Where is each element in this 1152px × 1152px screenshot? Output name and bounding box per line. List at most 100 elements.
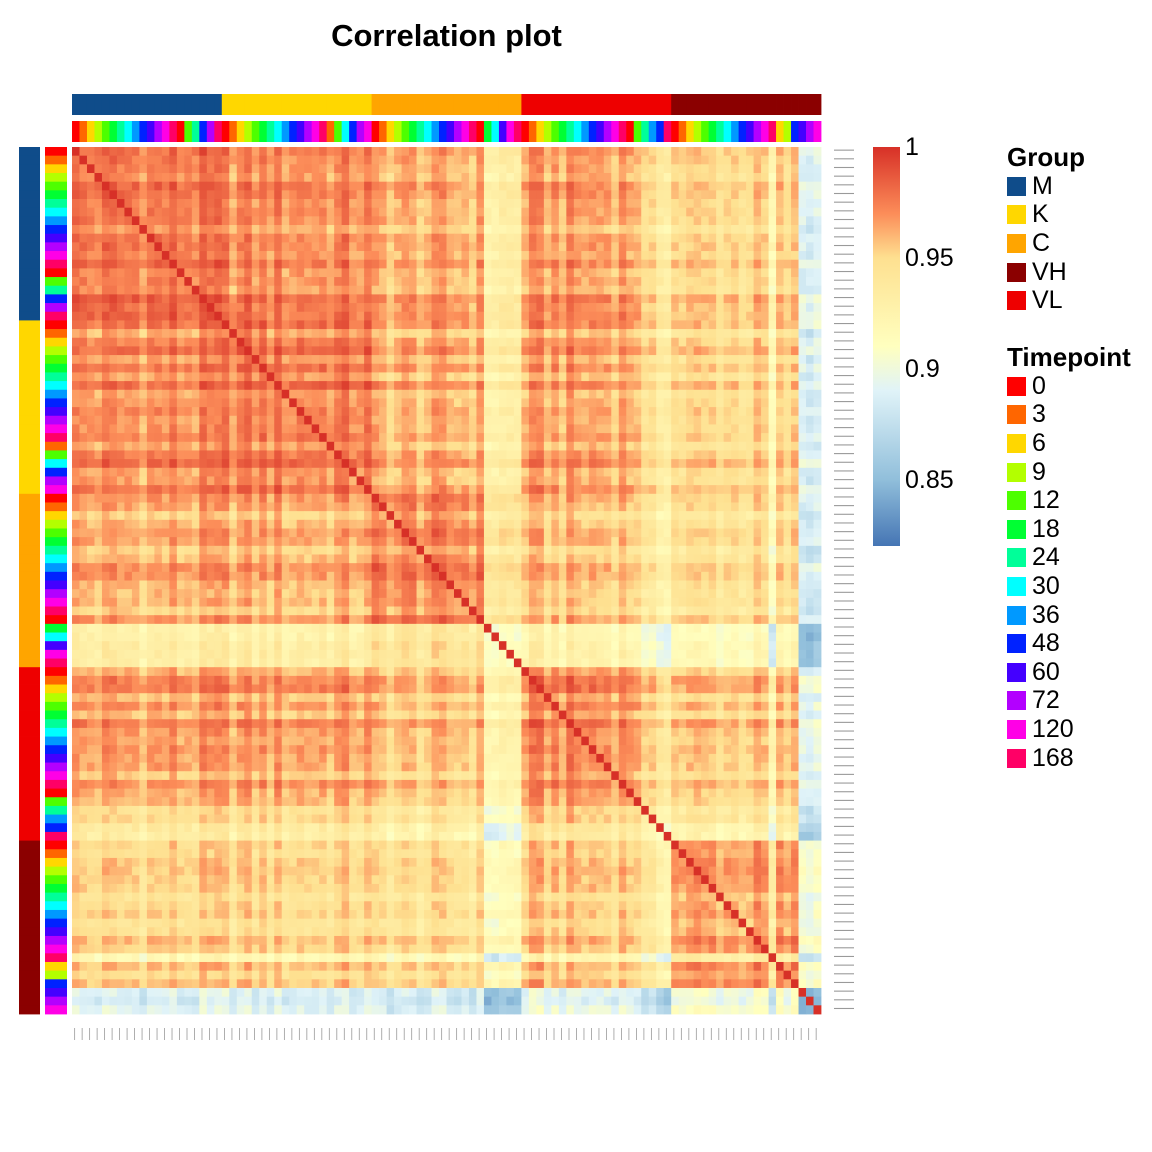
heatmap-cell bbox=[536, 528, 545, 538]
heatmap-cell bbox=[169, 450, 178, 460]
heatmap-cell bbox=[723, 476, 732, 486]
heatmap-cell bbox=[641, 476, 650, 486]
heatmap-cell bbox=[169, 502, 178, 512]
top-group-cell bbox=[528, 94, 537, 115]
heatmap-cell bbox=[581, 363, 590, 373]
heatmap-cell bbox=[551, 519, 560, 529]
heatmap-cell bbox=[79, 164, 88, 174]
top-group-cell bbox=[783, 94, 792, 115]
heatmap-cell bbox=[206, 519, 215, 529]
heatmap-cell bbox=[304, 233, 313, 243]
heatmap-cell bbox=[311, 233, 320, 243]
heatmap-cell bbox=[701, 285, 710, 295]
heatmap-cell bbox=[596, 190, 605, 200]
heatmap-cell bbox=[184, 190, 193, 200]
heatmap-cell bbox=[161, 519, 170, 529]
heatmap-cell bbox=[319, 433, 328, 443]
heatmap-cell bbox=[281, 398, 290, 408]
left-group-cell bbox=[19, 719, 40, 729]
heatmap-cell bbox=[379, 164, 387, 174]
heatmap-cell bbox=[191, 502, 200, 512]
heatmap-cell bbox=[461, 190, 470, 200]
heatmap-cell bbox=[281, 155, 290, 165]
heatmap-cell bbox=[633, 190, 642, 200]
heatmap-cell bbox=[386, 173, 395, 183]
heatmap-cell bbox=[221, 355, 230, 365]
heatmap-cell bbox=[498, 355, 507, 365]
heatmap-cell bbox=[596, 398, 605, 408]
heatmap-cell bbox=[184, 511, 193, 521]
left-timepoint-cell bbox=[45, 771, 67, 781]
heatmap-cell bbox=[461, 320, 470, 330]
heatmap-cell bbox=[101, 450, 110, 460]
heatmap-cell bbox=[731, 181, 740, 191]
heatmap-cell bbox=[731, 502, 740, 512]
top-timepoint-cell bbox=[124, 121, 133, 142]
top-group-cell bbox=[394, 94, 402, 115]
top-group-cell bbox=[791, 94, 799, 115]
heatmap-cell bbox=[738, 433, 747, 443]
heatmap-cell bbox=[686, 181, 695, 191]
heatmap-cell bbox=[236, 233, 245, 243]
heatmap-cell bbox=[813, 441, 822, 451]
heatmap-cell bbox=[116, 329, 125, 339]
heatmap-cell bbox=[693, 389, 702, 399]
left-group-cell bbox=[19, 381, 40, 391]
heatmap-cell bbox=[566, 277, 575, 287]
heatmap-cell bbox=[341, 199, 350, 209]
top-group-cell bbox=[731, 94, 740, 115]
heatmap-cell bbox=[678, 398, 687, 408]
heatmap-cell bbox=[169, 467, 178, 477]
heatmap-cell bbox=[708, 147, 717, 157]
left-timepoint-cell bbox=[45, 857, 67, 868]
heatmap-cell bbox=[603, 311, 612, 321]
heatmap-cell bbox=[543, 381, 552, 391]
heatmap-cell bbox=[154, 199, 163, 209]
heatmap-cell bbox=[603, 225, 612, 235]
heatmap-cell bbox=[693, 450, 702, 460]
heatmap-cell bbox=[693, 207, 702, 217]
heatmap-cell bbox=[588, 381, 597, 391]
heatmap-cell bbox=[461, 459, 470, 469]
heatmap-cell bbox=[154, 181, 163, 191]
heatmap-cell bbox=[581, 155, 590, 165]
heatmap-cell bbox=[693, 398, 702, 408]
heatmap-cell bbox=[813, 346, 822, 356]
heatmap-cell bbox=[723, 389, 732, 399]
heatmap-cell bbox=[139, 372, 148, 382]
heatmap-cell bbox=[176, 450, 185, 460]
top-timepoint-cell bbox=[731, 121, 740, 142]
heatmap-cell bbox=[184, 242, 193, 252]
heatmap-cell bbox=[761, 467, 769, 477]
heatmap-cell bbox=[693, 233, 702, 243]
left-timepoint-cell bbox=[45, 823, 67, 833]
heatmap-cell bbox=[671, 363, 680, 373]
heatmap-cell bbox=[483, 381, 492, 391]
top-group-cell bbox=[776, 94, 784, 115]
heatmap-cell bbox=[326, 207, 335, 217]
heatmap-cell bbox=[573, 363, 582, 373]
heatmap-cell bbox=[596, 476, 605, 486]
top-group-cell bbox=[341, 94, 350, 115]
heatmap-cell bbox=[274, 476, 283, 486]
heatmap-cell bbox=[101, 372, 110, 382]
heatmap-cell bbox=[521, 415, 530, 425]
heatmap-cell bbox=[146, 407, 155, 417]
left-timepoint-cell bbox=[45, 927, 67, 937]
heatmap-cell bbox=[536, 207, 545, 217]
heatmap-cell bbox=[251, 372, 260, 382]
heatmap-cell bbox=[746, 537, 754, 547]
top-timepoint-cell bbox=[289, 121, 298, 142]
heatmap-cell bbox=[716, 537, 725, 547]
heatmap-cell bbox=[296, 372, 305, 382]
heatmap-cell bbox=[783, 320, 792, 330]
heatmap-cell bbox=[79, 459, 88, 469]
heatmap-cell bbox=[461, 303, 470, 313]
heatmap-cell bbox=[776, 277, 784, 287]
heatmap-cell bbox=[476, 485, 485, 495]
heatmap-cell bbox=[371, 537, 380, 547]
heatmap-cell bbox=[424, 190, 432, 200]
heatmap-cell bbox=[716, 207, 725, 217]
heatmap-cell bbox=[731, 363, 740, 373]
heatmap-cell bbox=[356, 277, 365, 287]
